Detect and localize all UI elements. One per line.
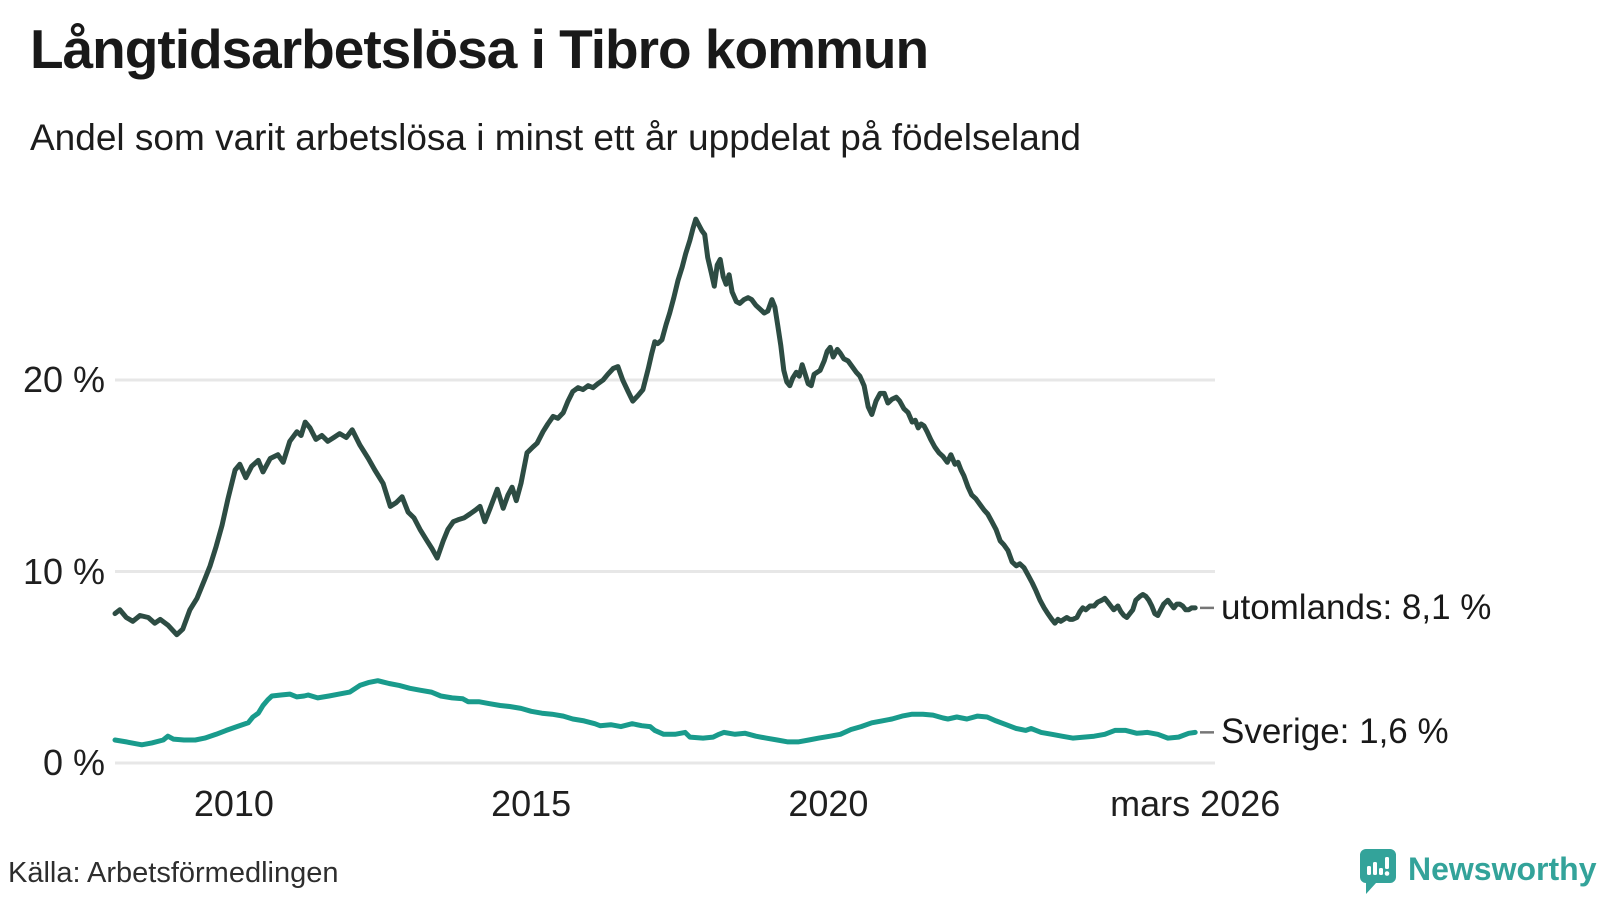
series-line-sverige xyxy=(112,678,1198,748)
newsworthy-wordmark: Newsworthy xyxy=(1408,851,1597,887)
x-tick-label-mars-2026: mars 2026 xyxy=(1110,783,1281,824)
page-subtitle: Andel som varit arbetslösa i minst ett å… xyxy=(30,117,1081,158)
newsworthy-speech-bubble-bar-chart-icon xyxy=(1360,849,1396,894)
y-tick-label-10: 10 % xyxy=(22,550,105,592)
y-tick-label-0: 0 % xyxy=(42,742,105,783)
x-tick-label-2020: 2020 xyxy=(788,783,869,824)
series-line-utomlands xyxy=(112,216,1198,638)
series-end-label-utomlands: utomlands: 8,1 % xyxy=(1221,587,1492,627)
source-attribution: Källa: Arbetsförmedlingen xyxy=(8,857,339,889)
y-tick-label-20: 20 % xyxy=(22,359,105,400)
page-title: Långtidsarbetslösa i Tibro kommun xyxy=(30,18,929,80)
x-tick-label-2010: 2010 xyxy=(193,783,274,824)
x-tick-label-2015: 2015 xyxy=(491,783,572,824)
newsworthy-logo: Newsworthy xyxy=(1360,849,1596,895)
series-end-label-sverige: Sverige: 1,6 % xyxy=(1221,712,1449,752)
